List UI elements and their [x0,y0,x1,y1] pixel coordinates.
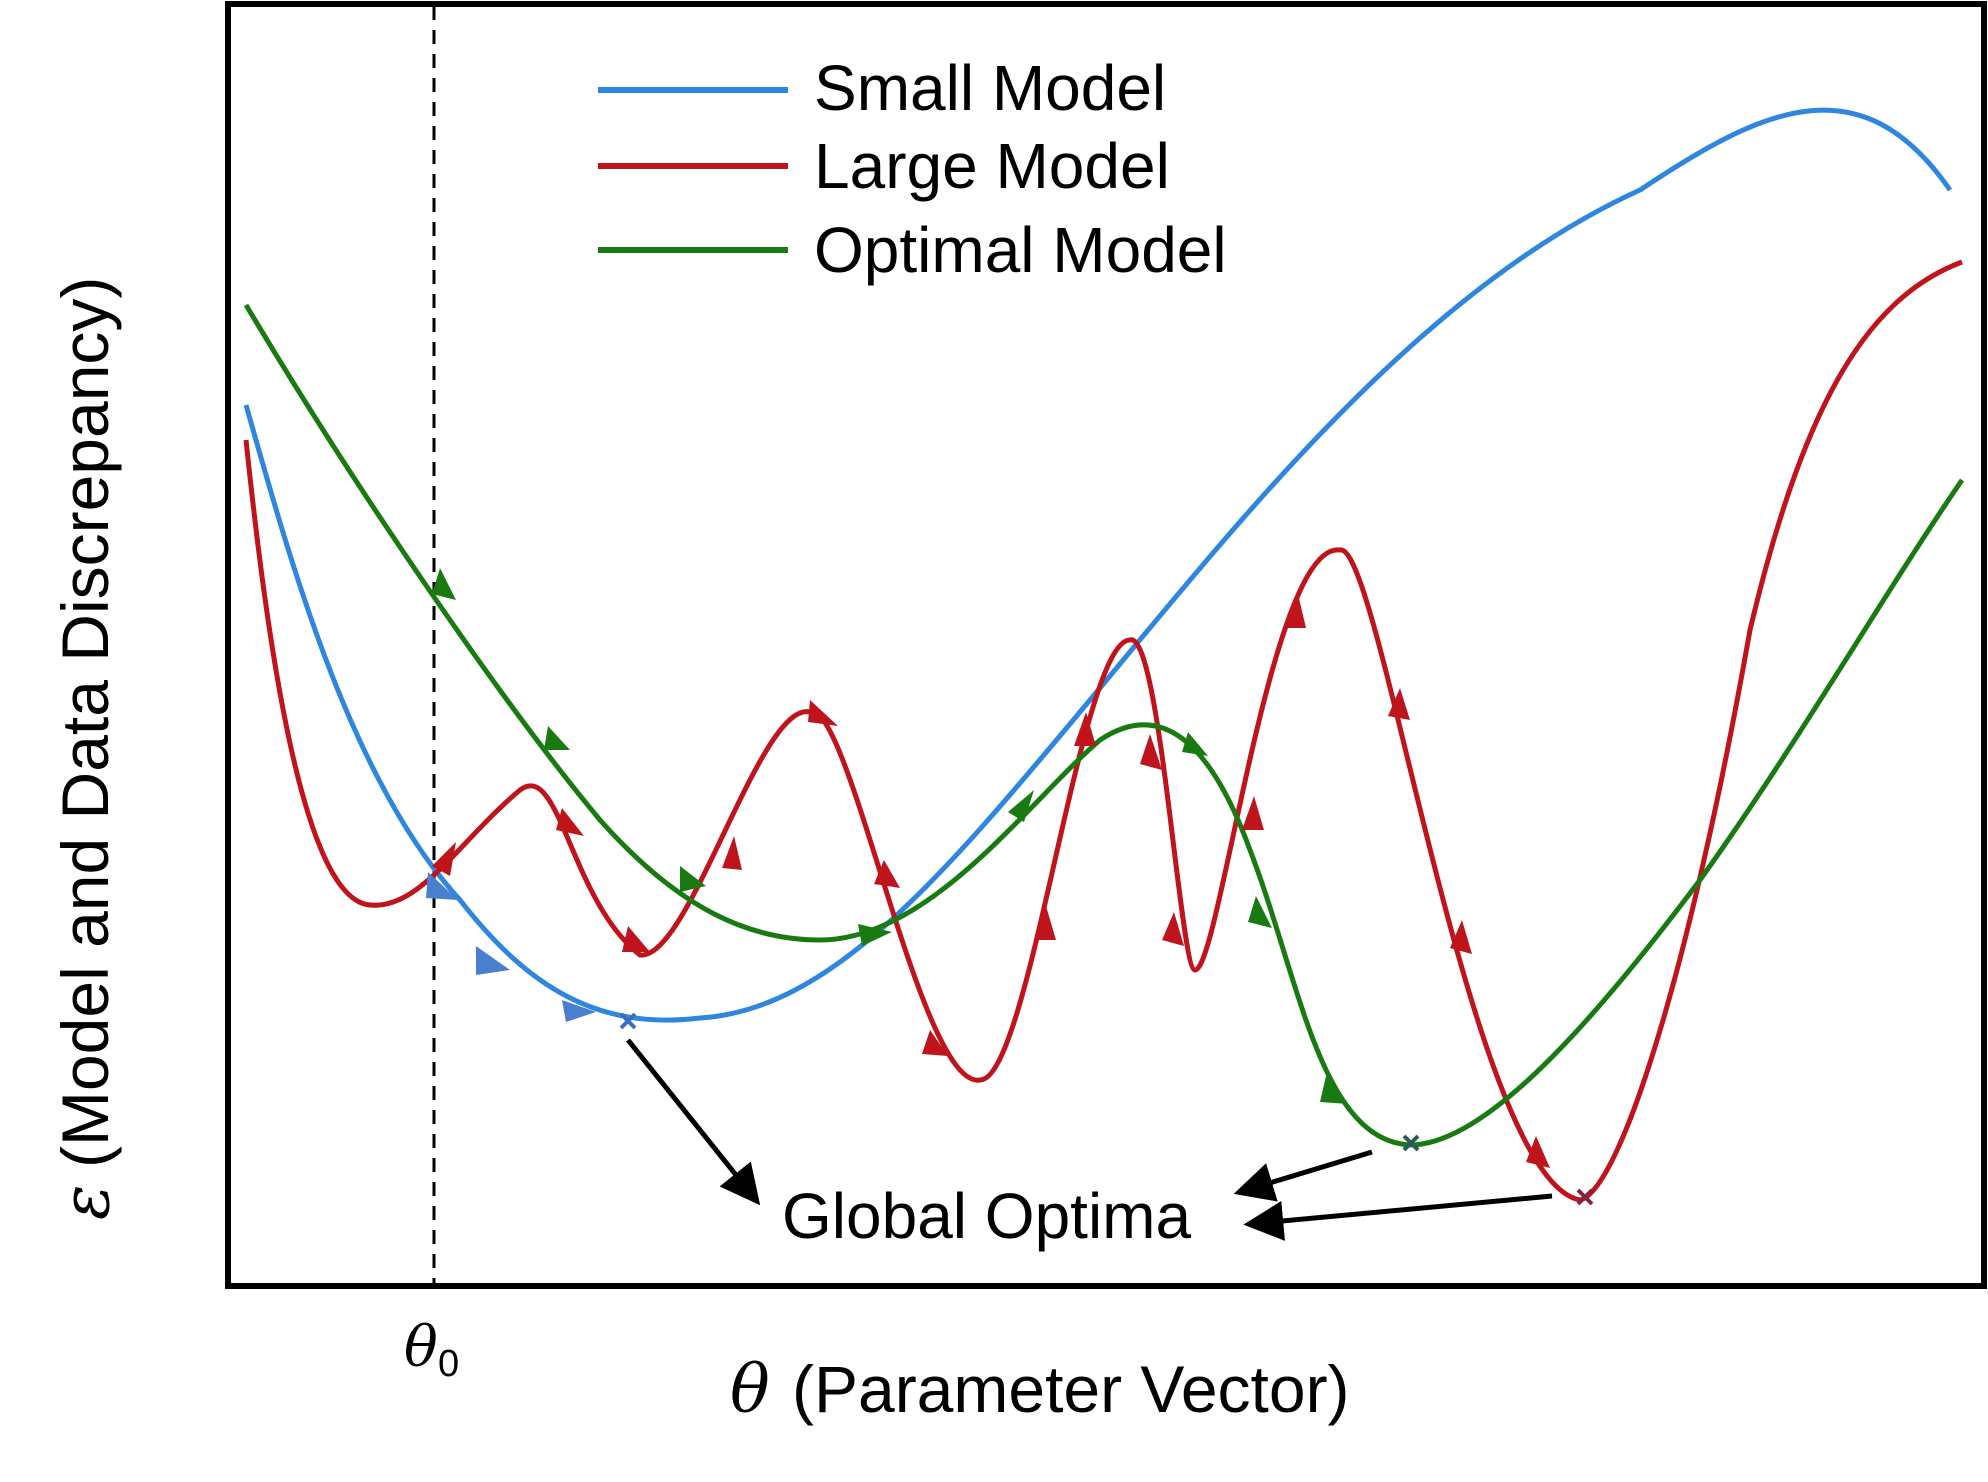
arrowhead-icon [1284,594,1306,628]
large-model-arrows [432,594,1550,1168]
arrowhead-icon [808,700,838,726]
legend-item-small: Small Model [598,52,1166,124]
arrowhead-icon [1182,732,1208,756]
x-axis-label: θ (Parameter Vector) [730,1351,1350,1428]
arrowhead-icon [1450,920,1472,954]
arrowhead-icon [476,946,510,975]
optimum-markers [619,1012,1594,1206]
arrowhead-icon [1074,712,1096,746]
arrowhead-icon [1248,896,1272,928]
arrow-large-optimum [1243,1193,1553,1241]
arrowhead-icon [1140,734,1162,770]
arrowhead-icon [922,1030,948,1056]
arrowhead-icon [1034,906,1056,940]
legend-label: Optimal Model [814,214,1227,286]
legend-label: Small Model [814,52,1166,124]
theta0-symbol: θ [404,1315,438,1380]
large-optimum-x-icon [1576,1188,1594,1206]
legend: Small Model Large Model Optimal Model [598,52,1227,286]
optimal-model-curve [243,303,1965,1148]
x-axis-symbol: θ [730,1351,770,1428]
y-axis-symbol: ε [47,1185,124,1220]
arrowhead-icon [1162,912,1184,946]
small-optimum-x-icon [619,1012,637,1030]
arrowhead-icon [544,726,570,750]
arrowhead-icon [562,1000,596,1022]
plot-frame [225,1,1987,1289]
arrowhead-icon [1526,1136,1550,1168]
arrowhead-icon [432,568,456,600]
legend-item-optimal: Optimal Model [598,214,1227,286]
small-model-arrows [426,872,596,1022]
arrowhead-icon [426,872,458,900]
optimal-model-arrows [432,568,1348,1104]
arrowhead-icon [1008,790,1034,822]
arrowhead-icon [722,836,742,870]
arrowhead-icon [1320,1076,1348,1104]
theta0-label: θ 0 [404,1315,459,1385]
arrow-small-optimum [626,1038,761,1206]
arrowhead-icon [858,924,892,946]
arrowhead-icon [432,842,456,876]
small-model-curve [243,107,1953,1023]
theta0-subscript: 0 [438,1343,459,1385]
optimal-optimum-x-icon [1402,1134,1420,1152]
arrowhead-icon [622,926,650,952]
arrowhead-icon [1388,688,1410,720]
arrowhead-icon [680,866,706,892]
annotation-arrows [626,1038,1553,1241]
x-axis-text: (Parameter Vector) [792,1352,1350,1426]
y-axis-label: ε (Model and Data Discrepancy) [47,277,124,1220]
global-optima-label: Global Optima [782,1180,1191,1252]
arrowhead-icon [1242,796,1264,830]
legend-label: Large Model [814,130,1170,202]
legend-item-large: Large Model [598,130,1170,202]
y-axis-text: (Model and Data Discrepancy) [48,277,122,1168]
arrow-optimal-optimum [1233,1149,1373,1202]
large-model-curve [243,259,1963,1203]
arrowhead-icon [556,808,584,836]
arrowhead-icon [874,860,900,888]
